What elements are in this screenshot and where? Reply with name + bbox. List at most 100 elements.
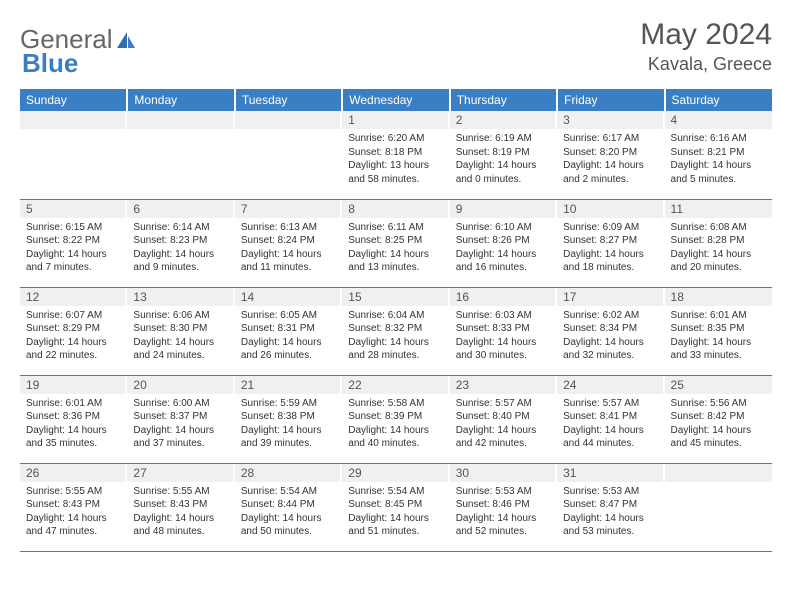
- daylight-text: Daylight: 14 hours and 24 minutes.: [133, 336, 228, 363]
- day-number: 30: [450, 464, 557, 482]
- daylight-text: Daylight: 14 hours and 7 minutes.: [26, 248, 121, 275]
- day-number: 16: [450, 288, 557, 306]
- calendar-day: 8Sunrise: 6:11 AMSunset: 8:25 PMDaylight…: [342, 199, 449, 287]
- sunrise-text: Sunrise: 6:20 AM: [348, 132, 443, 146]
- weekday-header: Tuesday: [235, 89, 342, 111]
- sunset-text: Sunset: 8:22 PM: [26, 234, 121, 248]
- sunrise-text: Sunrise: 6:09 AM: [563, 221, 658, 235]
- daylight-text: Daylight: 14 hours and 9 minutes.: [133, 248, 228, 275]
- day-details: Sunrise: 5:57 AMSunset: 8:41 PMDaylight:…: [557, 394, 664, 454]
- day-number: 18: [665, 288, 772, 306]
- day-details: Sunrise: 6:01 AMSunset: 8:35 PMDaylight:…: [665, 306, 772, 366]
- sunrise-text: Sunrise: 5:53 AM: [563, 485, 658, 499]
- day-details: Sunrise: 6:09 AMSunset: 8:27 PMDaylight:…: [557, 218, 664, 278]
- sunrise-text: Sunrise: 5:54 AM: [348, 485, 443, 499]
- sunset-text: Sunset: 8:29 PM: [26, 322, 121, 336]
- calendar-day-empty: [20, 111, 127, 199]
- sunrise-text: Sunrise: 5:55 AM: [133, 485, 228, 499]
- sunset-text: Sunset: 8:32 PM: [348, 322, 443, 336]
- sunrise-text: Sunrise: 5:56 AM: [671, 397, 766, 411]
- day-details: Sunrise: 6:02 AMSunset: 8:34 PMDaylight:…: [557, 306, 664, 366]
- day-details: Sunrise: 6:00 AMSunset: 8:37 PMDaylight:…: [127, 394, 234, 454]
- sunrise-text: Sunrise: 6:00 AM: [133, 397, 228, 411]
- daylight-text: Daylight: 14 hours and 44 minutes.: [563, 424, 658, 451]
- day-details: Sunrise: 6:08 AMSunset: 8:28 PMDaylight:…: [665, 218, 772, 278]
- calendar-day-empty: [235, 111, 342, 199]
- day-details: Sunrise: 5:53 AMSunset: 8:47 PMDaylight:…: [557, 482, 664, 542]
- day-details: Sunrise: 5:55 AMSunset: 8:43 PMDaylight:…: [127, 482, 234, 542]
- calendar-day: 19Sunrise: 6:01 AMSunset: 8:36 PMDayligh…: [20, 375, 127, 463]
- sunset-text: Sunset: 8:34 PM: [563, 322, 658, 336]
- day-details: Sunrise: 6:04 AMSunset: 8:32 PMDaylight:…: [342, 306, 449, 366]
- sunrise-text: Sunrise: 6:08 AM: [671, 221, 766, 235]
- day-number: 8: [342, 200, 449, 218]
- day-details: Sunrise: 5:54 AMSunset: 8:45 PMDaylight:…: [342, 482, 449, 542]
- day-details: Sunrise: 6:19 AMSunset: 8:19 PMDaylight:…: [450, 129, 557, 189]
- calendar-day: 31Sunrise: 5:53 AMSunset: 8:47 PMDayligh…: [557, 463, 664, 551]
- calendar-day: 26Sunrise: 5:55 AMSunset: 8:43 PMDayligh…: [20, 463, 127, 551]
- calendar-day: 27Sunrise: 5:55 AMSunset: 8:43 PMDayligh…: [127, 463, 234, 551]
- day-number: 7: [235, 200, 342, 218]
- calendar-day: 6Sunrise: 6:14 AMSunset: 8:23 PMDaylight…: [127, 199, 234, 287]
- day-details: Sunrise: 5:55 AMSunset: 8:43 PMDaylight:…: [20, 482, 127, 542]
- calendar-day: 22Sunrise: 5:58 AMSunset: 8:39 PMDayligh…: [342, 375, 449, 463]
- day-number: 9: [450, 200, 557, 218]
- calendar-day: 1Sunrise: 6:20 AMSunset: 8:18 PMDaylight…: [342, 111, 449, 199]
- day-details: Sunrise: 6:15 AMSunset: 8:22 PMDaylight:…: [20, 218, 127, 278]
- day-details: Sunrise: 6:13 AMSunset: 8:24 PMDaylight:…: [235, 218, 342, 278]
- weekday-header: Sunday: [20, 89, 127, 111]
- day-number: 26: [20, 464, 127, 482]
- sunset-text: Sunset: 8:40 PM: [456, 410, 551, 424]
- day-details: Sunrise: 6:05 AMSunset: 8:31 PMDaylight:…: [235, 306, 342, 366]
- day-number: 13: [127, 288, 234, 306]
- day-number: 31: [557, 464, 664, 482]
- daylight-text: Daylight: 14 hours and 2 minutes.: [563, 159, 658, 186]
- day-number: 11: [665, 200, 772, 218]
- sunset-text: Sunset: 8:35 PM: [671, 322, 766, 336]
- sunset-text: Sunset: 8:41 PM: [563, 410, 658, 424]
- day-details: Sunrise: 5:58 AMSunset: 8:39 PMDaylight:…: [342, 394, 449, 454]
- sunset-text: Sunset: 8:21 PM: [671, 146, 766, 160]
- calendar-day: 28Sunrise: 5:54 AMSunset: 8:44 PMDayligh…: [235, 463, 342, 551]
- sunrise-text: Sunrise: 5:57 AM: [563, 397, 658, 411]
- daylight-text: Daylight: 14 hours and 39 minutes.: [241, 424, 336, 451]
- sunrise-text: Sunrise: 6:19 AM: [456, 132, 551, 146]
- daylight-text: Daylight: 14 hours and 22 minutes.: [26, 336, 121, 363]
- sunrise-text: Sunrise: 6:01 AM: [26, 397, 121, 411]
- day-details: Sunrise: 6:14 AMSunset: 8:23 PMDaylight:…: [127, 218, 234, 278]
- daylight-text: Daylight: 14 hours and 47 minutes.: [26, 512, 121, 539]
- calendar-day: 3Sunrise: 6:17 AMSunset: 8:20 PMDaylight…: [557, 111, 664, 199]
- daylight-text: Daylight: 14 hours and 35 minutes.: [26, 424, 121, 451]
- calendar-day: 14Sunrise: 6:05 AMSunset: 8:31 PMDayligh…: [235, 287, 342, 375]
- sunrise-text: Sunrise: 6:15 AM: [26, 221, 121, 235]
- logo-line2: Blue: [22, 42, 78, 79]
- calendar-day: 9Sunrise: 6:10 AMSunset: 8:26 PMDaylight…: [450, 199, 557, 287]
- sunset-text: Sunset: 8:31 PM: [241, 322, 336, 336]
- sunrise-text: Sunrise: 6:01 AM: [671, 309, 766, 323]
- sunrise-text: Sunrise: 6:16 AM: [671, 132, 766, 146]
- sunset-text: Sunset: 8:27 PM: [563, 234, 658, 248]
- day-number: 14: [235, 288, 342, 306]
- logo-text-2: Blue: [22, 48, 78, 79]
- daylight-text: Daylight: 14 hours and 48 minutes.: [133, 512, 228, 539]
- calendar-day: 13Sunrise: 6:06 AMSunset: 8:30 PMDayligh…: [127, 287, 234, 375]
- day-number: 1: [342, 111, 449, 129]
- daylight-text: Daylight: 14 hours and 26 minutes.: [241, 336, 336, 363]
- calendar-day: 11Sunrise: 6:08 AMSunset: 8:28 PMDayligh…: [665, 199, 772, 287]
- sunset-text: Sunset: 8:20 PM: [563, 146, 658, 160]
- daylight-text: Daylight: 14 hours and 40 minutes.: [348, 424, 443, 451]
- sunrise-text: Sunrise: 6:14 AM: [133, 221, 228, 235]
- day-details: Sunrise: 6:16 AMSunset: 8:21 PMDaylight:…: [665, 129, 772, 189]
- sunrise-text: Sunrise: 5:58 AM: [348, 397, 443, 411]
- daylight-text: Daylight: 14 hours and 28 minutes.: [348, 336, 443, 363]
- day-details: Sunrise: 6:17 AMSunset: 8:20 PMDaylight:…: [557, 129, 664, 189]
- daylight-text: Daylight: 14 hours and 37 minutes.: [133, 424, 228, 451]
- sunset-text: Sunset: 8:18 PM: [348, 146, 443, 160]
- sunset-text: Sunset: 8:26 PM: [456, 234, 551, 248]
- daylight-text: Daylight: 14 hours and 42 minutes.: [456, 424, 551, 451]
- daylight-text: Daylight: 14 hours and 53 minutes.: [563, 512, 658, 539]
- weekday-header: Monday: [127, 89, 234, 111]
- sunrise-text: Sunrise: 6:11 AM: [348, 221, 443, 235]
- day-number: [665, 464, 772, 482]
- calendar-day: 23Sunrise: 5:57 AMSunset: 8:40 PMDayligh…: [450, 375, 557, 463]
